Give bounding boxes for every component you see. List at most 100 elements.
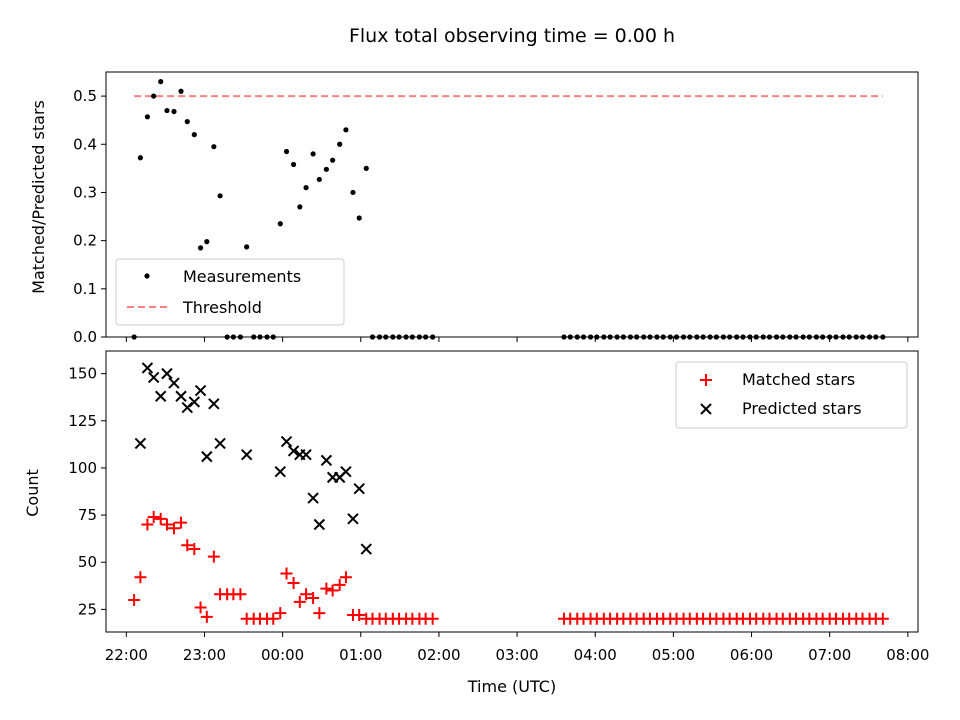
matched-star-point bbox=[300, 588, 313, 601]
measurement-point bbox=[303, 185, 309, 191]
top-y-tick-label: 0.5 bbox=[73, 87, 97, 105]
measurement-point bbox=[158, 79, 164, 85]
top-y-tick-label: 0.1 bbox=[73, 280, 97, 298]
predicted-star-point bbox=[360, 543, 372, 555]
predicted-star-point bbox=[287, 445, 300, 457]
measurement-point bbox=[290, 161, 297, 168]
matched-star-point bbox=[293, 595, 306, 608]
predicted-star-point bbox=[168, 377, 180, 389]
measurement-point bbox=[144, 114, 151, 120]
matched-star-point bbox=[307, 592, 320, 605]
matched-star-point bbox=[313, 607, 326, 620]
bottom-x-tick-label: 00:00 bbox=[261, 646, 304, 664]
measurement-point bbox=[316, 176, 322, 183]
measurement-point bbox=[211, 144, 217, 150]
predicted-star-point bbox=[274, 465, 286, 478]
measurement-point bbox=[356, 215, 362, 221]
measurement-point bbox=[191, 132, 197, 138]
matched-star-point bbox=[339, 571, 352, 584]
predicted-star-point bbox=[188, 396, 201, 408]
predicted-star-point bbox=[307, 492, 319, 504]
measurement-point bbox=[171, 108, 177, 115]
bottom-x-tick-label: 06:00 bbox=[730, 646, 773, 664]
matched-star-point bbox=[167, 522, 180, 535]
measurement-point bbox=[277, 221, 283, 227]
matched-stars-legend-marker bbox=[700, 374, 712, 386]
measurement-point bbox=[343, 127, 349, 133]
bottom-x-tick-label: 01:00 bbox=[339, 646, 382, 664]
bottom-y-tick-label: 75 bbox=[78, 506, 97, 524]
bottom-x-tick-label: 05:00 bbox=[652, 646, 695, 664]
predicted-star-point bbox=[161, 367, 173, 380]
matched-star-point bbox=[200, 610, 213, 623]
measurement-point bbox=[337, 141, 343, 147]
matched-star-point bbox=[353, 609, 366, 622]
matched-star-point bbox=[194, 601, 207, 614]
predicted-star-point bbox=[280, 435, 293, 448]
predicted-star-point bbox=[320, 454, 333, 467]
matched-star-point bbox=[175, 516, 188, 529]
measurement-point bbox=[323, 166, 329, 172]
top-y-tick-label: 0.3 bbox=[73, 183, 97, 201]
matched-star-point bbox=[876, 612, 889, 625]
bottom-plot-frame bbox=[105, 350, 919, 633]
matched-star-point bbox=[181, 539, 194, 552]
top-y-tick-label: 0.2 bbox=[73, 232, 97, 250]
matched-star-point bbox=[326, 584, 339, 597]
measurement-point bbox=[184, 119, 190, 125]
matched-star-point bbox=[426, 612, 439, 625]
bottom-x-tick-label: 03:00 bbox=[495, 646, 538, 664]
matched-star-point bbox=[134, 571, 147, 584]
predicted-star-point bbox=[353, 482, 365, 495]
measurement-point bbox=[164, 107, 170, 114]
bottom-x-tick-label: 04:00 bbox=[574, 646, 617, 664]
matched-star-point bbox=[128, 593, 141, 606]
measurement-point bbox=[151, 93, 157, 99]
predicted-star-point bbox=[154, 390, 167, 402]
matched-star-point bbox=[274, 607, 287, 620]
measurements-legend-label: Measurements bbox=[183, 267, 301, 286]
predicted-stars-legend-label: Predicted stars bbox=[742, 399, 862, 418]
predicted-star-point bbox=[147, 371, 160, 384]
bottom-x-tick-label: 23:00 bbox=[183, 646, 226, 664]
measurement-point bbox=[178, 88, 184, 94]
bottom-y-tick-label: 100 bbox=[68, 459, 97, 477]
measurement-point bbox=[310, 151, 316, 157]
bottom-legend: Matched stars Predicted stars bbox=[675, 361, 908, 429]
bottom-x-tick-label: 08:00 bbox=[886, 646, 929, 664]
predicted-star-point bbox=[175, 390, 187, 402]
measurement-point bbox=[330, 157, 336, 163]
predicted-star-point bbox=[208, 398, 220, 410]
bottom-panel: 25 50 75 100 125 150 22:00 23:00 00:00 01:00 02:00… bbox=[68, 350, 929, 664]
bottom-y-tick-label: 25 bbox=[78, 600, 97, 618]
top-y-tick-label: 0.0 bbox=[73, 328, 97, 346]
top-chart-title: Flux total observing time = 0.00 h bbox=[349, 25, 675, 47]
bottom-x-tick-label: 02:00 bbox=[417, 646, 460, 664]
predicted-star-point bbox=[201, 450, 213, 463]
measurement-point bbox=[297, 204, 303, 210]
measurement-point bbox=[350, 189, 356, 196]
top-legend: Measurements Threshold bbox=[115, 258, 345, 326]
measurement-point bbox=[217, 193, 223, 199]
predicted-star-point bbox=[347, 513, 359, 525]
bottom-y-tick-label: 125 bbox=[68, 412, 97, 430]
bottom-x-tick-label: 22:00 bbox=[105, 646, 148, 664]
measurement-point bbox=[137, 155, 143, 161]
matched-star-point bbox=[333, 578, 346, 591]
predicted-star-point bbox=[134, 437, 147, 450]
matched-star-point bbox=[188, 543, 201, 556]
matched-star-point bbox=[287, 576, 300, 589]
top-y-tick-label: 0.4 bbox=[73, 135, 97, 153]
predicted-star-point bbox=[141, 362, 154, 374]
matched-star-point bbox=[320, 582, 333, 595]
bottom-x-tick-label: 07:00 bbox=[808, 646, 851, 664]
top-panel: 0.0 0.1 0.2 0.3 0.4 0.5 bbox=[73, 71, 919, 346]
predicted-star-point bbox=[300, 449, 312, 461]
bottom-x-axis-label: Time (UTC) bbox=[467, 677, 556, 696]
threshold-legend-label: Threshold bbox=[182, 298, 262, 317]
predicted-star-point bbox=[214, 437, 226, 450]
matched-star-point bbox=[267, 612, 280, 625]
measurement-point bbox=[283, 148, 290, 155]
matched-star-point bbox=[280, 567, 293, 580]
